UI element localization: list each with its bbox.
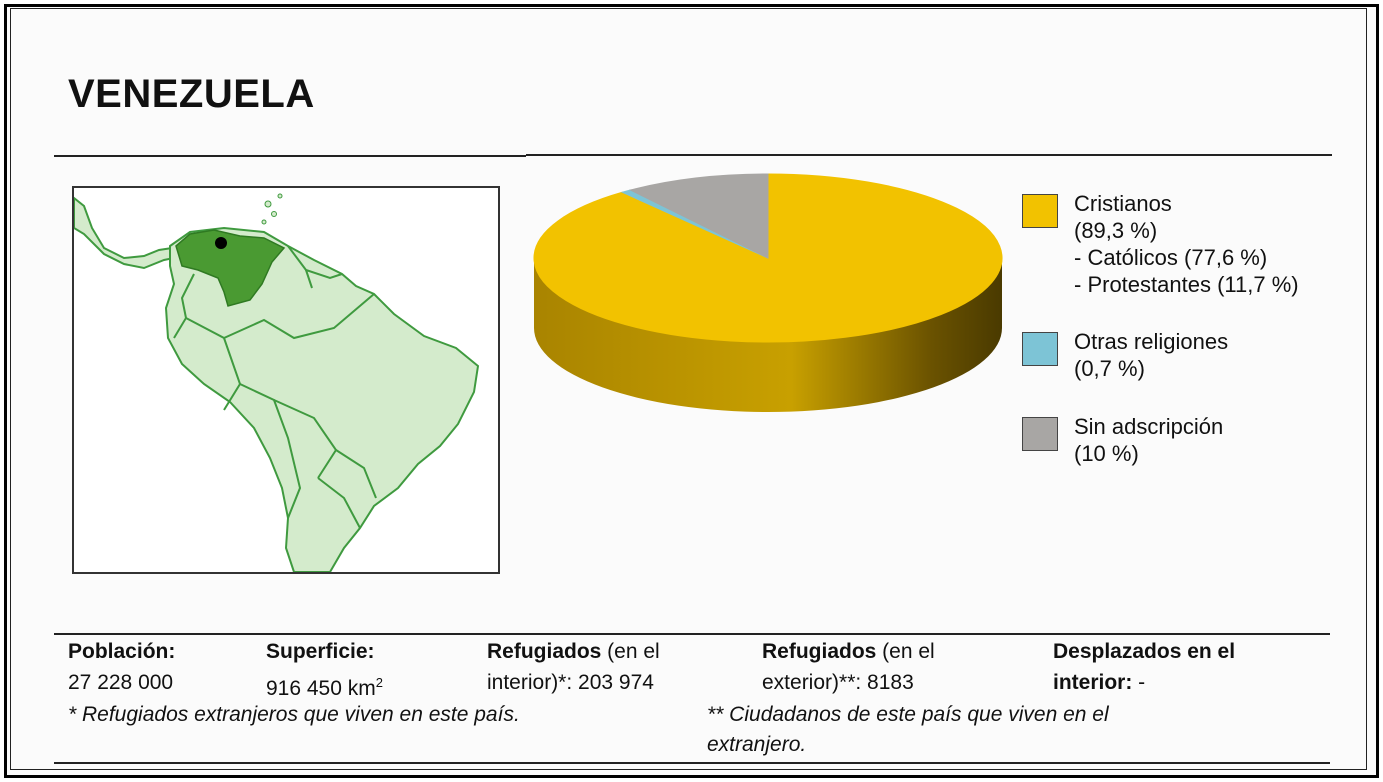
map-svg <box>74 193 480 572</box>
legend-sub-catolicos: - Católicos (77,6 %) <box>1074 245 1268 270</box>
legend-swatch-cristianos <box>1022 194 1058 228</box>
top-rule-left <box>54 155 526 157</box>
stat-superficie: Superficie: 916 450 km2 <box>266 636 383 704</box>
stats-rule-top <box>54 633 1330 635</box>
south-america-map <box>72 186 500 574</box>
inner-frame <box>10 8 1367 770</box>
stat-desplazados-label: Desplazados en el <box>1053 640 1236 663</box>
stat-refint-value: 203 974 <box>572 671 654 694</box>
stat-refint-label: Refugiados <box>487 640 602 663</box>
stat-refint-line2a: interior)*: <box>487 671 573 694</box>
stat-refext-label: Refugiados <box>762 640 877 663</box>
footnote2-line2: extranjero. <box>707 733 807 756</box>
page-title: VENEZUELA <box>68 72 315 116</box>
stat-refugiados-interior: Refugiados (en el interior)*: 203 974 <box>487 636 660 698</box>
caribbean-islands <box>261 193 283 225</box>
stat-desplazados: Desplazados en el interior: - <box>1053 636 1235 698</box>
legend-percent-cristianos: (89,3 %) <box>1074 218 1158 243</box>
central-america-land <box>74 196 176 270</box>
stat-refugiados-exterior: Refugiados (en el exterior)**: 8183 <box>762 636 935 698</box>
legend-swatch-otras <box>1022 332 1058 366</box>
legend-percent-sin: (10 %) <box>1074 441 1139 466</box>
stat-desplazados-line2a: interior: <box>1053 671 1133 694</box>
stat-superficie-value: 916 450 km <box>266 677 376 700</box>
legend-swatch-sin <box>1022 417 1058 451</box>
pie-side-cristianos <box>534 258 1002 412</box>
capital-dot-icon <box>215 237 227 249</box>
top-rule-right <box>526 154 1332 156</box>
country-borders <box>173 245 377 529</box>
pie-top <box>533 173 1003 343</box>
stat-refext-label-rest: (en el <box>876 640 935 663</box>
footnote-refugiados-extranjeros: * Refugiados extranjeros que viven en es… <box>68 703 520 726</box>
bottom-rule <box>54 762 1330 764</box>
religion-pie-chart <box>533 173 1003 412</box>
legend-label-cristianos: Cristianos <box>1074 191 1172 216</box>
pie-slice-sin-adscripcion <box>629 173 769 259</box>
legend-percent-otras: (0,7 %) <box>1074 356 1145 381</box>
south-america-land <box>164 226 480 572</box>
stat-refint-label-rest: (en el <box>601 640 660 663</box>
legend-label-sin: Sin adscripción <box>1074 414 1224 439</box>
stat-superficie-label: Superficie: <box>266 640 375 663</box>
stat-poblacion-label: Población: <box>68 640 176 663</box>
stat-refext-line2a: exterior)**: <box>762 671 862 694</box>
stat-superficie-sup: 2 <box>375 675 383 690</box>
stat-poblacion-value: 27 228 000 <box>68 671 174 694</box>
stat-desplazados-value: - <box>1132 671 1146 694</box>
footnote2-line1: ** Ciudadanos de este país que viven en … <box>707 703 1109 726</box>
legend-sub-protestantes: - Protestantes (11,7 %) <box>1074 272 1299 297</box>
footnote-ciudadanos-exterior: ** Ciudadanos de este país que viven en … <box>707 700 1109 760</box>
stat-refext-value: 8183 <box>861 671 914 694</box>
legend-label-otras: Otras religiones <box>1074 329 1229 354</box>
venezuela-highlight <box>175 229 286 307</box>
stat-poblacion: Población: 27 228 000 <box>68 636 175 698</box>
